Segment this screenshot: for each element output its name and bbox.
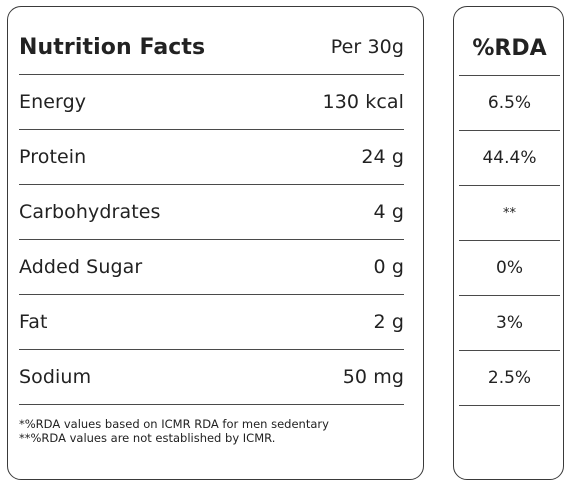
nutrient-row-sodium: Sodium 50 mg	[19, 350, 404, 405]
rda-value-sodium: 2.5%	[459, 351, 560, 406]
nutrient-row-fat: Fat 2 g	[19, 295, 404, 350]
rda-value-protein: 44.4%	[459, 131, 560, 186]
nutrient-value: 50 mg	[342, 366, 404, 388]
nutrient-value: 130 kcal	[322, 91, 404, 113]
footnotes: *%RDA values based on ICMR RDA for men s…	[19, 417, 409, 445]
footnote-rda-basis: *%RDA values based on ICMR RDA for men s…	[19, 417, 329, 431]
nutrition-facts-title: Nutrition Facts	[19, 34, 206, 60]
nutrient-label: Fat	[19, 311, 48, 333]
rda-panel: %RDA 6.5% 44.4% ** 0% 3% 2.5%	[453, 6, 564, 480]
rda-header: %RDA	[459, 21, 560, 76]
footnote-rda-not-established: **%RDA values are not established by ICM…	[19, 431, 276, 445]
nutrition-facts-header: Nutrition Facts Per 30g	[19, 20, 404, 75]
nutrition-facts-panel	[7, 6, 424, 480]
rda-value-carbohydrates: **	[459, 186, 560, 241]
nutrient-label: Added Sugar	[19, 256, 143, 278]
nutrient-row-protein: Protein 24 g	[19, 130, 404, 185]
nutrient-value: 0 g	[373, 256, 404, 278]
rda-value-energy: 6.5%	[459, 76, 560, 131]
nutrient-value: 24 g	[361, 146, 404, 168]
rda-value-fat: 3%	[459, 296, 560, 351]
serving-size: Per 30g	[330, 36, 404, 58]
nutrient-label: Energy	[19, 91, 87, 113]
nutrient-row-energy: Energy 130 kcal	[19, 75, 404, 130]
rda-value-added-sugar: 0%	[459, 241, 560, 296]
nutrient-row-carbohydrates: Carbohydrates 4 g	[19, 185, 404, 240]
nutrient-label: Protein	[19, 146, 87, 168]
nutrient-label: Sodium	[19, 366, 92, 388]
nutrient-value: 4 g	[373, 201, 404, 223]
nutrient-value: 2 g	[373, 311, 404, 333]
nutrient-row-added-sugar: Added Sugar 0 g	[19, 240, 404, 295]
nutrient-label: Carbohydrates	[19, 201, 161, 223]
